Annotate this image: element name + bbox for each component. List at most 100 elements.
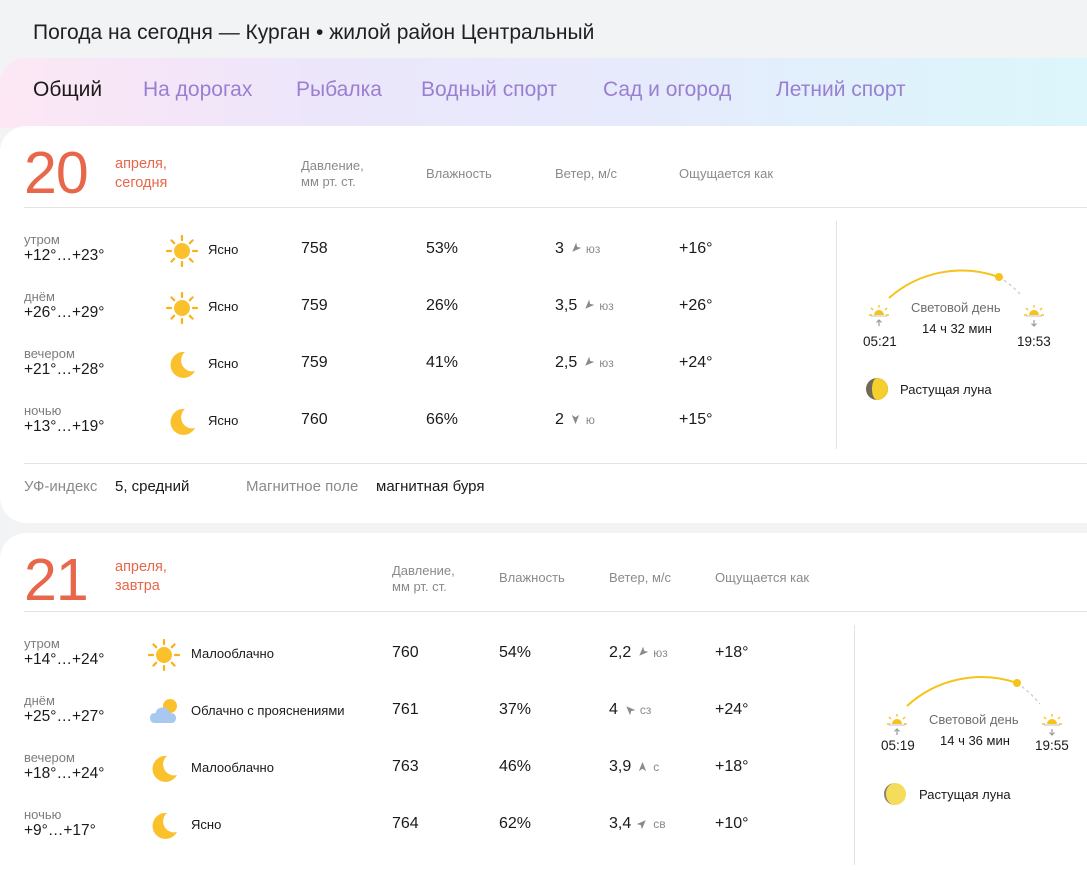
sun-arc [887, 676, 1062, 736]
moon-phase-icon [884, 783, 906, 805]
sun-arc [869, 269, 1044, 327]
header-feels: Ощущается как [715, 570, 810, 585]
uv-value: 5, средний [115, 478, 190, 495]
sunrise-time: 05:19 [881, 738, 915, 753]
humidity-value: 62% [499, 815, 532, 832]
wind-direction: юз [585, 242, 601, 256]
wind-cell: 2,2 юз [609, 644, 668, 662]
day-part: днём [24, 693, 55, 708]
temperature-range: +12°…+23° [24, 247, 105, 264]
condition: Ясно [191, 817, 222, 832]
temperature-range: +9°…+17° [24, 822, 96, 839]
wind-cell: 3 юз [555, 240, 600, 258]
feels-like-value: +24° [715, 701, 749, 718]
day-part: утром [24, 232, 60, 247]
divider [24, 611, 1087, 612]
day-number: 20 [24, 140, 89, 206]
feels-like-value: +10° [715, 815, 749, 832]
header-pressure: Давление, мм рт. ст. [392, 563, 455, 594]
wind-direction-arrow-icon [571, 414, 580, 425]
header-pressure: Давление, мм рт. ст. [301, 158, 364, 189]
pressure-value: 761 [392, 701, 419, 718]
sunset-time: 19:53 [1017, 334, 1051, 349]
sunset-time: 19:55 [1035, 738, 1069, 753]
pressure-value: 763 [392, 758, 419, 775]
daylight-label: Световой день [929, 712, 1019, 727]
wind-direction-arrow-icon [572, 242, 582, 252]
wind-direction-arrow-icon [636, 820, 646, 830]
wind-cell: 4 сз [609, 701, 651, 719]
day-card-tomorrow: 21 апреля, завтра Давление, мм рт. ст. В… [0, 533, 1087, 873]
wind-speed: 3,5 [555, 297, 578, 314]
wind-direction: юз [599, 299, 614, 313]
temperature-range: +25°…+27° [24, 708, 105, 725]
sunset-icon [1042, 714, 1062, 736]
sun-icon [165, 234, 199, 268]
magnetic-label: Магнитное поле [246, 478, 359, 495]
feels-like-value: +15° [679, 411, 713, 428]
humidity-value: 66% [426, 411, 459, 428]
day-part: ночью [24, 807, 62, 822]
day-month: апреля, [115, 559, 167, 575]
cloud-sun-icon [147, 695, 181, 729]
wind-speed: 2 [555, 411, 564, 428]
humidity-value: 41% [426, 354, 459, 371]
wind-speed: 3,4 [609, 815, 632, 832]
tab-summer-sport[interactable]: Летний спорт [776, 78, 906, 101]
wind-direction-arrow-icon [585, 299, 595, 309]
daylight-widget: 05:21 19:53 Световой день 14 ч 32 мин [862, 260, 1062, 360]
header-humidity: Влажность [426, 166, 492, 181]
moon-icon [165, 348, 199, 382]
wind-cell: 2,5 юз [555, 354, 614, 372]
wind-direction: ю [585, 413, 595, 427]
tab-water-sport[interactable]: Водный спорт [421, 78, 558, 101]
day-label: апреля, завтра [115, 558, 167, 596]
tab-general[interactable]: Общий [33, 78, 103, 101]
wind-speed: 2,2 [609, 644, 632, 661]
wind-cell: 3,9 с [609, 758, 659, 776]
divider [836, 221, 837, 449]
day-card-today: 20 апреля, сегодня Давление, мм рт. ст. … [0, 126, 1087, 523]
condition: Ясно [208, 299, 239, 314]
feels-like-value: +18° [715, 644, 749, 661]
pressure-value: 760 [392, 644, 419, 661]
condition: Облачно с прояснениями [191, 703, 345, 718]
humidity-value: 53% [426, 240, 459, 257]
condition: Малооблачно [191, 646, 274, 661]
wind-speed: 2,5 [555, 354, 578, 371]
daylight-label: Световой день [911, 300, 1001, 315]
humidity-value: 37% [499, 701, 532, 718]
daylight-duration: 14 ч 36 мин [940, 733, 1010, 748]
divider [854, 625, 855, 865]
temperature-range: +21°…+28° [24, 361, 105, 378]
wind-direction-arrow-icon [639, 761, 647, 772]
wind-speed: 3 [555, 240, 564, 257]
day-relative: сегодня [115, 175, 168, 191]
humidity-value: 26% [426, 297, 459, 314]
magnetic-value: магнитная буря [376, 478, 485, 495]
tab-roads[interactable]: На дорогах [143, 78, 253, 101]
wind-direction-arrow-icon [626, 706, 636, 716]
day-number: 21 [24, 547, 89, 613]
temperature-range: +13°…+19° [24, 418, 105, 435]
day-part: вечером [24, 750, 75, 765]
page-title: Погода на сегодня — Курган • жилой район… [33, 21, 595, 44]
feels-like-value: +18° [715, 758, 749, 775]
tab-garden[interactable]: Сад и огород [603, 78, 732, 101]
pressure-value: 764 [392, 815, 419, 832]
tab-fishing[interactable]: Рыбалка [296, 78, 382, 101]
wind-speed: 3,9 [609, 758, 632, 775]
humidity-value: 54% [499, 644, 532, 661]
wind-direction: юз [653, 646, 668, 660]
daylight-widget: 05:19 19:55 Световой день 14 ч 36 мин [880, 668, 1080, 768]
daylight-duration: 14 ч 32 мин [922, 321, 992, 336]
day-part: вечером [24, 346, 75, 361]
condition: Ясно [208, 356, 239, 371]
sunset-icon [1024, 305, 1044, 327]
pressure-value: 760 [301, 411, 328, 428]
wind-speed: 4 [609, 701, 618, 718]
condition: Ясно [208, 413, 239, 428]
sun-icon [165, 291, 199, 325]
divider [24, 207, 1087, 208]
